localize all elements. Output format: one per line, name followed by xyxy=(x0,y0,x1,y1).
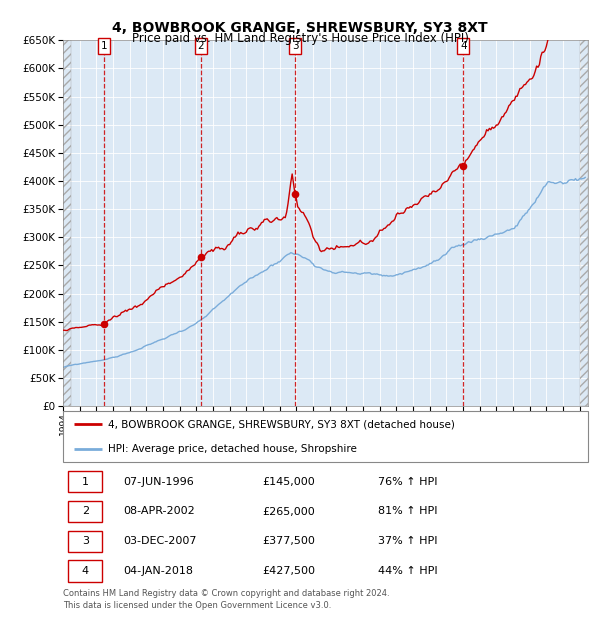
FancyBboxPatch shape xyxy=(68,471,103,492)
FancyBboxPatch shape xyxy=(68,501,103,522)
Text: Price paid vs. HM Land Registry's House Price Index (HPI): Price paid vs. HM Land Registry's House … xyxy=(131,32,469,45)
Text: 1: 1 xyxy=(82,477,89,487)
Text: 81% ↑ HPI: 81% ↑ HPI xyxy=(378,507,437,516)
Text: 4, BOWBROOK GRANGE, SHREWSBURY, SY3 8XT: 4, BOWBROOK GRANGE, SHREWSBURY, SY3 8XT xyxy=(112,21,488,35)
Text: 3: 3 xyxy=(82,536,89,546)
Text: 3: 3 xyxy=(292,41,298,51)
Text: HPI: Average price, detached house, Shropshire: HPI: Average price, detached house, Shro… xyxy=(107,444,356,454)
Text: 2: 2 xyxy=(197,41,204,51)
Text: 1: 1 xyxy=(100,41,107,51)
Text: 44% ↑ HPI: 44% ↑ HPI xyxy=(378,566,437,576)
Text: 37% ↑ HPI: 37% ↑ HPI xyxy=(378,536,437,546)
Text: £145,000: £145,000 xyxy=(263,477,315,487)
FancyBboxPatch shape xyxy=(68,560,103,582)
Text: £377,500: £377,500 xyxy=(263,536,316,546)
Text: 07-JUN-1996: 07-JUN-1996 xyxy=(124,477,194,487)
Text: 4: 4 xyxy=(460,41,467,51)
Text: £265,000: £265,000 xyxy=(263,507,315,516)
FancyBboxPatch shape xyxy=(68,531,103,552)
Text: £427,500: £427,500 xyxy=(263,566,316,576)
Text: 04-JAN-2018: 04-JAN-2018 xyxy=(124,566,193,576)
Text: Contains HM Land Registry data © Crown copyright and database right 2024.
This d: Contains HM Land Registry data © Crown c… xyxy=(63,589,389,610)
FancyBboxPatch shape xyxy=(63,411,588,462)
Text: 4: 4 xyxy=(82,566,89,576)
Text: 76% ↑ HPI: 76% ↑ HPI xyxy=(378,477,437,487)
Text: 2: 2 xyxy=(82,507,89,516)
Text: 08-APR-2002: 08-APR-2002 xyxy=(124,507,195,516)
Text: 03-DEC-2007: 03-DEC-2007 xyxy=(124,536,197,546)
Text: 4, BOWBROOK GRANGE, SHREWSBURY, SY3 8XT (detached house): 4, BOWBROOK GRANGE, SHREWSBURY, SY3 8XT … xyxy=(107,419,455,429)
